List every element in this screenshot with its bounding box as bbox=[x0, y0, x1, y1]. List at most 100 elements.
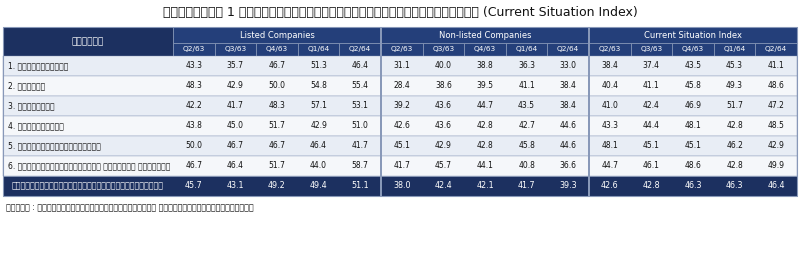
Bar bbox=[3, 96, 797, 116]
Text: 42.4: 42.4 bbox=[434, 181, 452, 190]
Text: 47.2: 47.2 bbox=[768, 102, 785, 111]
Text: 38.0: 38.0 bbox=[393, 181, 410, 190]
Text: 45.0: 45.0 bbox=[227, 122, 244, 130]
Text: 48.3: 48.3 bbox=[186, 81, 202, 90]
Text: 39.5: 39.5 bbox=[477, 81, 494, 90]
Text: 45.8: 45.8 bbox=[685, 81, 702, 90]
Text: 42.2: 42.2 bbox=[186, 102, 202, 111]
Text: 41.7: 41.7 bbox=[394, 162, 410, 171]
Text: 48.6: 48.6 bbox=[685, 162, 702, 171]
Text: 51.1: 51.1 bbox=[351, 181, 369, 190]
Text: 36.3: 36.3 bbox=[518, 62, 535, 71]
Text: 46.4: 46.4 bbox=[352, 62, 369, 71]
Text: 40.8: 40.8 bbox=[518, 162, 535, 171]
Bar bbox=[381, 27, 589, 43]
Text: Q2/64: Q2/64 bbox=[765, 46, 787, 53]
Text: 46.2: 46.2 bbox=[726, 141, 743, 151]
Text: 6. การเปิดโครงการใหม่ และหรือ เฟสใหม่: 6. การเปิดโครงการใหม่ และหรือ เฟสใหม่ bbox=[8, 162, 170, 171]
Text: 43.8: 43.8 bbox=[186, 122, 202, 130]
Text: 28.4: 28.4 bbox=[394, 81, 410, 90]
Text: 38.4: 38.4 bbox=[560, 102, 577, 111]
Text: 41.1: 41.1 bbox=[518, 81, 535, 90]
Text: 38.4: 38.4 bbox=[602, 62, 618, 71]
Text: 46.7: 46.7 bbox=[227, 141, 244, 151]
Text: Q3/63: Q3/63 bbox=[432, 46, 454, 53]
Text: 42.8: 42.8 bbox=[477, 141, 494, 151]
Text: 40.0: 40.0 bbox=[435, 62, 452, 71]
Bar bbox=[3, 76, 797, 96]
Text: 45.3: 45.3 bbox=[726, 62, 743, 71]
Text: 46.4: 46.4 bbox=[767, 181, 785, 190]
Text: 50.0: 50.0 bbox=[269, 81, 286, 90]
Text: Current Situation Index: Current Situation Index bbox=[644, 31, 742, 39]
Text: Q2/63: Q2/63 bbox=[598, 46, 621, 53]
Text: Q4/63: Q4/63 bbox=[474, 46, 496, 53]
Text: 38.4: 38.4 bbox=[560, 81, 577, 90]
Text: 45.7: 45.7 bbox=[185, 181, 202, 190]
Text: 42.6: 42.6 bbox=[601, 181, 618, 190]
Text: Q1/64: Q1/64 bbox=[307, 46, 330, 53]
Text: 43.1: 43.1 bbox=[226, 181, 244, 190]
Text: 42.9: 42.9 bbox=[768, 141, 785, 151]
Text: 45.7: 45.7 bbox=[435, 162, 452, 171]
Text: 45.8: 45.8 bbox=[518, 141, 535, 151]
Text: 46.9: 46.9 bbox=[685, 102, 702, 111]
Text: 46.4: 46.4 bbox=[227, 162, 244, 171]
Bar bbox=[422, 43, 464, 56]
Text: 42.6: 42.6 bbox=[394, 122, 410, 130]
Text: 46.1: 46.1 bbox=[643, 162, 660, 171]
Bar bbox=[298, 43, 339, 56]
Text: Q2/64: Q2/64 bbox=[557, 46, 579, 53]
Text: 41.7: 41.7 bbox=[352, 141, 369, 151]
Text: 35.7: 35.7 bbox=[227, 62, 244, 71]
Text: 44.1: 44.1 bbox=[477, 162, 494, 171]
Text: 42.1: 42.1 bbox=[476, 181, 494, 190]
Text: 44.4: 44.4 bbox=[643, 122, 660, 130]
Text: Q4/63: Q4/63 bbox=[266, 46, 288, 53]
Text: 36.6: 36.6 bbox=[560, 162, 577, 171]
Text: 1. ผลประกอบการ: 1. ผลประกอบการ bbox=[8, 62, 68, 71]
Bar bbox=[464, 43, 506, 56]
Text: ตารางที่ 1 ดัชนีความเชื่อมั่นในภาวะปัจจุบัน (Current Situation Index): ตารางที่ 1 ดัชนีความเชื่อมั่นในภาวะปัจจุ… bbox=[162, 6, 638, 20]
Text: 46.3: 46.3 bbox=[684, 181, 702, 190]
Bar bbox=[589, 43, 630, 56]
Bar bbox=[714, 43, 755, 56]
Text: 41.1: 41.1 bbox=[643, 81, 660, 90]
Text: 42.8: 42.8 bbox=[726, 122, 743, 130]
Text: 43.5: 43.5 bbox=[685, 62, 702, 71]
Text: 45.1: 45.1 bbox=[394, 141, 410, 151]
Bar bbox=[3, 156, 797, 176]
Bar bbox=[3, 56, 797, 76]
Text: 45.1: 45.1 bbox=[643, 141, 660, 151]
Text: 4. การจ้างงาน: 4. การจ้างงาน bbox=[8, 122, 64, 130]
Text: 43.6: 43.6 bbox=[435, 102, 452, 111]
Bar bbox=[3, 136, 797, 156]
Text: 37.4: 37.4 bbox=[643, 62, 660, 71]
Text: Q2/64: Q2/64 bbox=[349, 46, 371, 53]
Text: 51.3: 51.3 bbox=[310, 62, 327, 71]
Text: 31.1: 31.1 bbox=[394, 62, 410, 71]
Text: 2. ยอดขาย: 2. ยอดขาย bbox=[8, 81, 46, 90]
Text: Q3/63: Q3/63 bbox=[224, 46, 246, 53]
Text: 44.0: 44.0 bbox=[310, 162, 327, 171]
Text: 48.3: 48.3 bbox=[269, 102, 286, 111]
Text: 46.3: 46.3 bbox=[726, 181, 743, 190]
Text: 42.9: 42.9 bbox=[310, 122, 327, 130]
Text: 41.7: 41.7 bbox=[227, 102, 244, 111]
Text: 42.9: 42.9 bbox=[435, 141, 452, 151]
Text: Q1/64: Q1/64 bbox=[723, 46, 746, 53]
Text: 49.2: 49.2 bbox=[268, 181, 286, 190]
Text: 42.8: 42.8 bbox=[642, 181, 660, 190]
Bar bbox=[3, 27, 797, 196]
Text: 51.7: 51.7 bbox=[269, 162, 286, 171]
Text: 48.1: 48.1 bbox=[602, 141, 618, 151]
Text: ดัชนีความเชื่อมั่นในภาวะปัจจุบัน: ดัชนีความเชื่อมั่นในภาวะปัจจุบัน bbox=[12, 181, 164, 190]
Text: 48.5: 48.5 bbox=[768, 122, 785, 130]
Text: 53.1: 53.1 bbox=[352, 102, 369, 111]
Bar bbox=[589, 27, 797, 43]
Bar bbox=[755, 43, 797, 56]
Text: 42.9: 42.9 bbox=[227, 81, 244, 90]
Text: Q3/63: Q3/63 bbox=[640, 46, 662, 53]
Bar bbox=[506, 43, 547, 56]
Text: 57.1: 57.1 bbox=[310, 102, 327, 111]
